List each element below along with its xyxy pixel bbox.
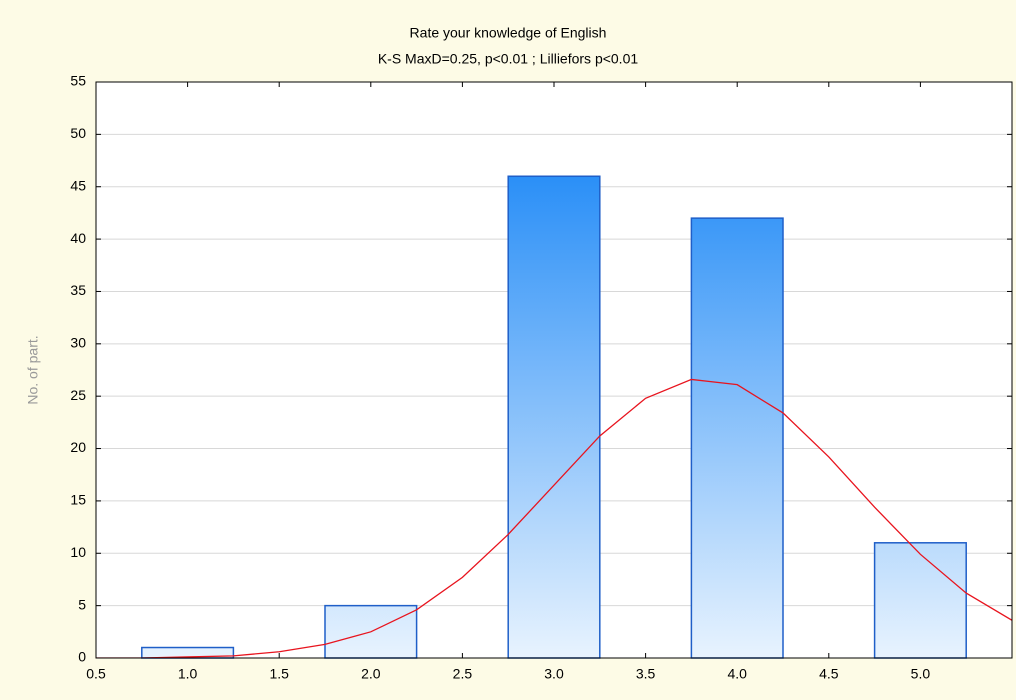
y-tick-label: 55 bbox=[70, 73, 86, 89]
bar bbox=[690, 217, 784, 659]
chart-subtitle: K-S MaxD=0.25, p<0.01 ; Lilliefors p<0.0… bbox=[378, 51, 639, 67]
y-tick-label: 50 bbox=[70, 125, 86, 141]
x-tick-label: 1.0 bbox=[178, 666, 198, 682]
plot-layer: 0 5 10 15 20 25 30 35 40 45 50 55 0.5 1.0 1.5 2.0 2.5 3.0… bbox=[70, 73, 1013, 682]
y-tick-label: 0 bbox=[78, 649, 86, 665]
x-tick-label: 0.5 bbox=[86, 666, 106, 682]
bar bbox=[507, 175, 601, 659]
chart-title: Rate your knowledge of English bbox=[410, 25, 607, 41]
y-tick-label: 30 bbox=[70, 335, 86, 351]
plot-border bbox=[95, 81, 1013, 659]
y-tick-label: 5 bbox=[78, 596, 86, 612]
y-tick-label: 15 bbox=[70, 492, 86, 508]
y-tick-label: 10 bbox=[70, 544, 86, 560]
x-tick-label: 4.5 bbox=[819, 666, 839, 682]
bar bbox=[873, 542, 967, 659]
y-tick-label: 25 bbox=[70, 387, 86, 403]
x-tick-label: 3.5 bbox=[636, 666, 656, 682]
y-tick-label: 20 bbox=[70, 439, 86, 455]
y-axis-label: No. of part. bbox=[25, 335, 41, 404]
x-tick-label: 5.0 bbox=[911, 666, 931, 682]
x-tick-label: 2.5 bbox=[453, 666, 473, 682]
y-tick-label: 40 bbox=[70, 230, 86, 246]
x-tick-label: 2.0 bbox=[361, 666, 381, 682]
x-tick-label: 4.0 bbox=[727, 666, 747, 682]
y-tick-label: 45 bbox=[70, 177, 86, 193]
x-tick-label: 1.5 bbox=[269, 666, 289, 682]
x-tick-label: 3.0 bbox=[544, 666, 564, 682]
fit-curve bbox=[96, 378, 1012, 658]
y-tick-label: 35 bbox=[70, 282, 86, 298]
